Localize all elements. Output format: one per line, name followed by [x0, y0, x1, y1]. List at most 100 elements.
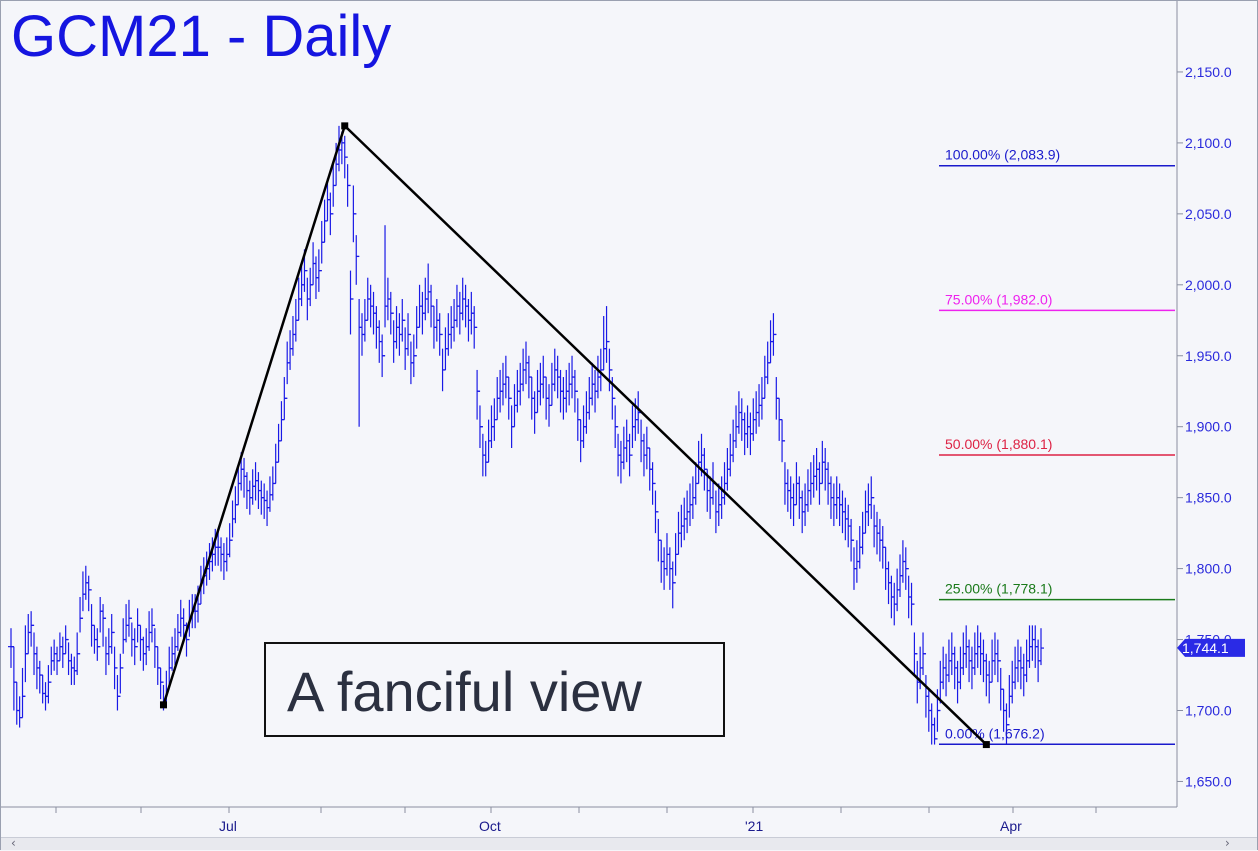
pivot-marker[interactable]: [982, 741, 990, 749]
annotation-border: [264, 642, 725, 737]
ohlc-bar: [100, 604, 107, 647]
pivot-marker[interactable]: [341, 122, 349, 130]
ohlc-bar: [402, 319, 409, 370]
ohlc-bar: [603, 306, 610, 363]
ohlc-bar: [307, 267, 314, 307]
ohlc-bar: [108, 614, 115, 654]
ohlc-bar: [652, 482, 659, 534]
ohlc-bar: [344, 156, 351, 207]
ohlc-bar: [59, 636, 66, 668]
chart-title: GCM21 - Daily: [11, 4, 391, 69]
y-tick-label: 1,700.0: [1185, 703, 1232, 719]
ohlc-bar: [638, 411, 645, 463]
ohlc-bar: [609, 369, 616, 420]
ohlc-bar: [669, 561, 676, 609]
y-tick-label: 2,100.0: [1185, 135, 1232, 151]
ohlc-bar: [16, 696, 23, 728]
ohlc-bar: [120, 618, 127, 669]
ohlc-bar: [114, 667, 121, 711]
ohlc-bar: [287, 330, 294, 370]
ohlc-bar: [356, 255, 363, 427]
ohlc-bar: [347, 184, 354, 335]
ohlc-bar: [289, 316, 296, 356]
ohlc-bar: [615, 426, 622, 477]
ohlc-bar: [482, 440, 489, 477]
ohlc-bar: [128, 617, 135, 657]
y-tick-label: 1,800.0: [1185, 561, 1232, 577]
ohlc-bar: [413, 306, 420, 357]
y-tick-label: 2,150.0: [1185, 64, 1232, 80]
ohlc-bar: [781, 440, 788, 505]
ohlc-bar: [31, 624, 38, 676]
ohlc-bar: [51, 639, 58, 671]
ohlc-bar: [157, 667, 164, 700]
scroll-right-arrow-icon[interactable]: ›: [1225, 836, 1230, 850]
ohlc-bar: [134, 608, 141, 648]
ohlc-bar: [102, 617, 109, 676]
ohlc-bar: [350, 185, 357, 300]
y-tick-label: 1,900.0: [1185, 419, 1232, 435]
ohlc-bar: [10, 646, 17, 711]
ohlc-bar: [77, 596, 84, 655]
fib-level-label: 100.00% (2,083.9): [945, 147, 1060, 163]
ohlc-bar: [261, 483, 268, 519]
last-price-value: 1,744.1: [1182, 640, 1229, 656]
ohlc-bar: [25, 614, 32, 655]
annotation-box: A fanciful view: [264, 642, 725, 737]
ohlc-bar: [272, 443, 279, 485]
ohlc-bar: [88, 589, 95, 647]
ohlc-bar: [928, 703, 935, 745]
y-tick-label: 2,000.0: [1185, 277, 1232, 293]
scroll-left-arrow-icon[interactable]: ‹: [11, 836, 16, 850]
x-tick-label: '21: [745, 818, 763, 834]
x-tick-label: Jul: [219, 818, 237, 834]
ohlc-bar: [600, 316, 607, 371]
ohlc-bar: [425, 263, 432, 314]
ohlc-bar: [655, 511, 662, 562]
price-bars: [8, 125, 1044, 745]
y-tick-label: 2,050.0: [1185, 206, 1232, 222]
fib-level-label: 25.00% (1,778.1): [945, 581, 1052, 597]
ohlc-bar: [304, 270, 311, 321]
x-axis-ticks: Jul Oct '21 Apr: [55, 807, 1097, 834]
ohlc-bar: [871, 497, 878, 548]
ohlc-bar: [154, 646, 161, 685]
ohlc-bar: [390, 312, 397, 363]
fib-level-label: 50.00% (1,880.1): [945, 436, 1052, 452]
ohlc-bar: [931, 717, 938, 745]
ohlc-bar: [407, 333, 414, 385]
horizontal-scrollbar[interactable]: ‹ ›: [1, 836, 1257, 850]
ohlc-bar: [264, 490, 271, 527]
ohlc-bar: [278, 401, 285, 442]
ohlc-bar: [137, 624, 144, 661]
ohlc-bar: [229, 500, 236, 541]
y-tick-label: 1,850.0: [1185, 490, 1232, 506]
ohlc-bar: [612, 397, 619, 448]
ohlc-bar: [1038, 628, 1044, 666]
pivot-marker[interactable]: [159, 701, 167, 709]
fib-level-label: 0.00% (1,676.2): [945, 725, 1045, 741]
y-tick-label: 1,950.0: [1185, 348, 1232, 364]
ohlc-bar: [249, 469, 256, 505]
trendlines: [159, 122, 990, 749]
ohlc-bar: [97, 596, 104, 648]
ohlc-bar: [117, 653, 124, 697]
trendline-segment: [162, 125, 346, 706]
x-tick-label: Oct: [479, 818, 501, 834]
ohlc-bar: [252, 462, 259, 501]
ohlc-bar: [36, 660, 43, 694]
trendline-segment: [343, 124, 988, 746]
ohlc-bar: [68, 653, 75, 685]
ohlc-bar: [146, 611, 153, 651]
ohlc-bar: [275, 423, 282, 463]
ohlc-bar: [479, 426, 486, 477]
ohlc-bar: [111, 631, 118, 690]
ohlc-bar: [672, 533, 679, 584]
y-axis-ticks: 1,650.01,700.01,750.01,800.01,850.01,900…: [1177, 64, 1232, 789]
ohlc-bar: [48, 646, 55, 683]
ohlc-bar: [13, 681, 20, 725]
last-price-tag-shape: [1177, 638, 1245, 657]
ohlc-bar: [439, 333, 446, 392]
